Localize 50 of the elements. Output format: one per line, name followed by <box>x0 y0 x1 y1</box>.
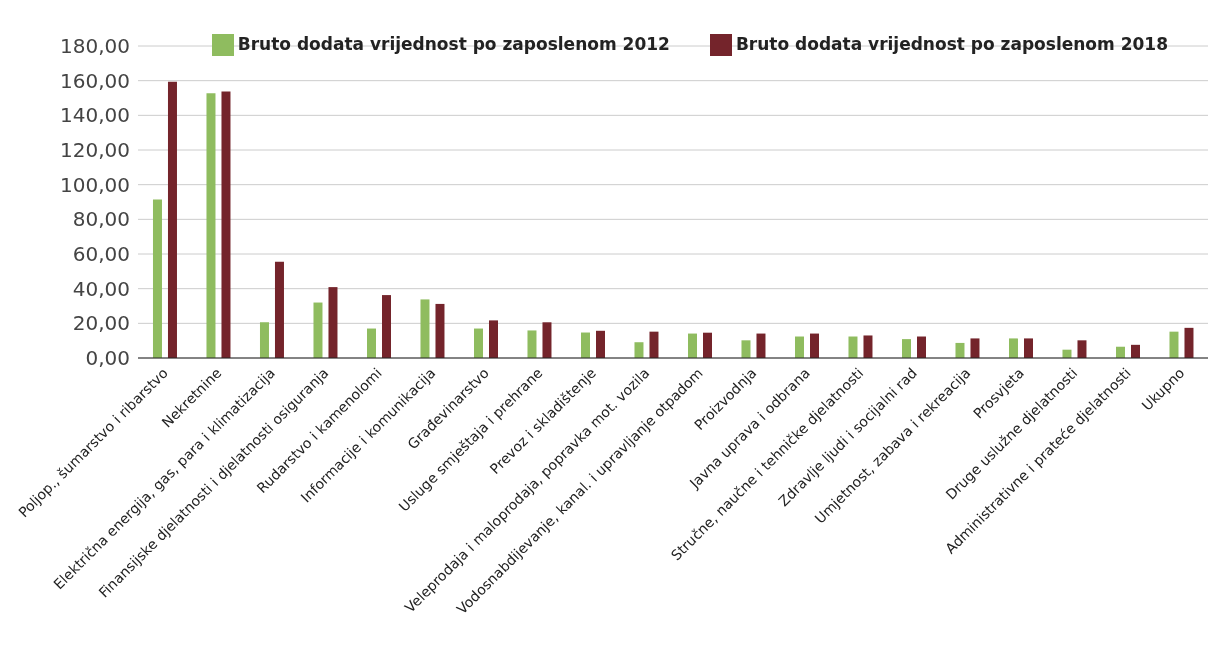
bar <box>1169 331 1179 358</box>
bar <box>901 339 911 358</box>
bar <box>848 336 858 358</box>
y-tick-label: 20,00 <box>72 311 130 336</box>
bar <box>313 302 323 358</box>
bar <box>259 322 269 358</box>
bar <box>1008 338 1018 358</box>
bar <box>1023 338 1033 358</box>
bar <box>741 340 751 358</box>
bar <box>1184 327 1194 358</box>
bar <box>970 338 980 358</box>
bar <box>221 91 231 358</box>
bar <box>580 332 590 358</box>
bar <box>687 333 697 358</box>
bar <box>420 299 430 358</box>
legend-label: Bruto dodata vrijednost po zaposlenom 2018 <box>735 34 1168 54</box>
y-tick-label: 80,00 <box>72 207 130 232</box>
bar <box>381 295 391 358</box>
bar <box>955 342 965 358</box>
bar <box>702 332 712 358</box>
bar <box>756 333 766 358</box>
y-tick-label: 140,00 <box>60 103 130 128</box>
bar <box>435 303 445 358</box>
bar <box>863 335 873 358</box>
bar <box>1077 340 1087 358</box>
bar <box>916 336 926 358</box>
legend-label: Bruto dodata vrijednost po zaposlenom 2012 <box>237 34 670 54</box>
bar <box>542 322 552 358</box>
bar <box>595 330 605 358</box>
bar <box>634 342 644 358</box>
y-tick-label: 60,00 <box>72 242 130 267</box>
y-tick-label: 180,00 <box>60 34 130 59</box>
y-tick-label: 160,00 <box>60 68 130 93</box>
y-tick-label: 100,00 <box>60 172 130 197</box>
y-tick-label: 40,00 <box>72 276 130 301</box>
bar <box>206 93 216 358</box>
bar <box>473 328 483 358</box>
bar <box>274 261 284 358</box>
bar <box>366 328 376 358</box>
bar <box>328 287 338 358</box>
bar <box>488 320 498 358</box>
bar <box>794 336 804 358</box>
bar <box>1130 344 1140 358</box>
y-tick-label: 120,00 <box>60 138 130 163</box>
bar <box>527 330 537 358</box>
bar <box>809 333 819 358</box>
bar <box>167 81 177 358</box>
bar <box>152 199 162 358</box>
bar <box>649 331 659 358</box>
y-tick-label: 0,00 <box>85 346 130 371</box>
